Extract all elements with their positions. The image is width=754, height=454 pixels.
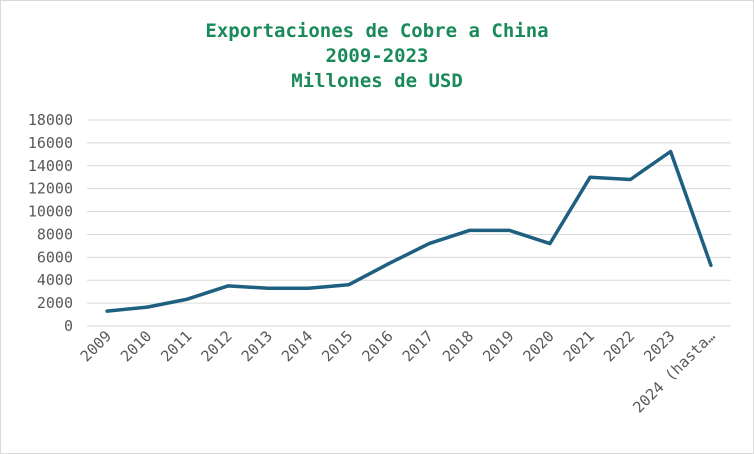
x-tick-label: 2010	[117, 327, 155, 365]
y-tick-label: 12000	[28, 180, 73, 198]
x-tick-label: 2018	[439, 327, 477, 365]
y-tick-label: 16000	[28, 134, 73, 152]
y-axis-tick-labels: 0 2000 4000 6000 8000 10000 12000 14000 16000 180…	[28, 111, 73, 335]
x-tick-label: 2009	[77, 327, 115, 365]
x-tick-label: 2012	[197, 327, 235, 365]
y-tick-label: 6000	[37, 248, 73, 266]
x-tick-label: 2015	[318, 327, 356, 365]
x-tick-label: 2019	[479, 327, 517, 365]
x-tick-label: 2013	[238, 327, 276, 365]
chart-title-line-1: Exportaciones de Cobre a China	[205, 20, 548, 42]
chart-title-line-2: 2009-2023	[326, 45, 429, 67]
x-tick-label: 2011	[157, 327, 195, 365]
gridlines	[87, 119, 731, 327]
y-tick-label: 14000	[28, 157, 73, 175]
x-tick-label: 2020	[519, 327, 557, 365]
x-tick-label: 2014	[278, 327, 316, 365]
y-tick-label: 4000	[37, 271, 73, 289]
x-tick-label: 2022	[600, 327, 638, 365]
x-axis-tick-labels: 2009 2010 2011 2012 2013 2014 2015 2016 2017 2018…	[77, 327, 719, 416]
x-tick-label: 2017	[399, 327, 437, 365]
chart-title-line-3: Millones de USD	[291, 70, 463, 92]
y-tick-label: 10000	[28, 203, 73, 221]
series-lines	[105, 149, 713, 313]
y-tick-label: 0	[64, 317, 73, 335]
series-line-0	[105, 149, 713, 313]
x-tick-label: 2016	[358, 327, 396, 365]
y-tick-label: 2000	[37, 294, 73, 312]
chart-title: Exportaciones de Cobre a China 2009-2023…	[205, 20, 548, 92]
x-tick-label: 2021	[560, 327, 598, 365]
y-tick-label: 8000	[37, 225, 73, 243]
y-tick-label: 18000	[28, 111, 73, 129]
